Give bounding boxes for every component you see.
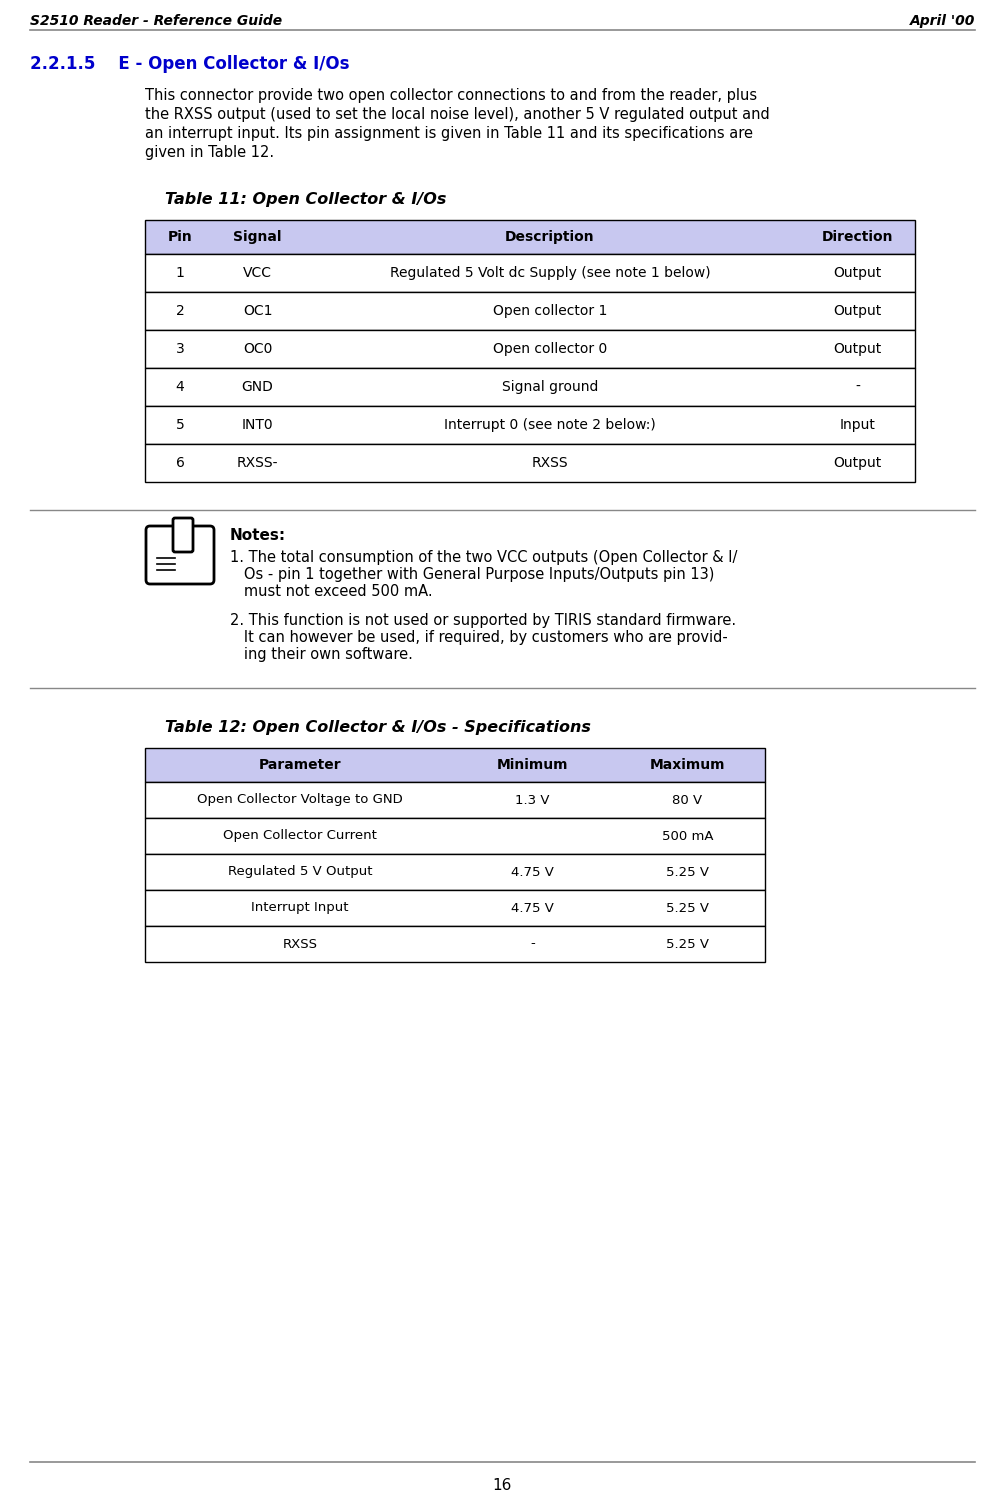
Bar	[145, 445, 915, 482]
Bar	[145, 292, 915, 330]
Text: Description: Description	[506, 230, 595, 245]
Bar	[145, 891, 765, 927]
Text: 16: 16	[492, 1479, 512, 1492]
Bar	[145, 254, 915, 292]
Text: -: -	[530, 937, 535, 950]
Text: given in Table 12.: given in Table 12.	[145, 145, 274, 160]
Text: Minimum: Minimum	[496, 758, 568, 771]
Text: an interrupt input. Its pin assignment is given in Table 11 and its specificatio: an interrupt input. Its pin assignment i…	[145, 125, 753, 142]
Text: 4: 4	[176, 380, 184, 394]
Text: Pin: Pin	[168, 230, 192, 245]
Bar	[145, 747, 765, 782]
Text: 5.25 V: 5.25 V	[666, 937, 709, 950]
Bar	[145, 853, 765, 891]
Text: 4.75 V: 4.75 V	[512, 901, 554, 915]
Text: It can however be used, if required, by customers who are provid-: It can however be used, if required, by …	[230, 630, 728, 645]
Text: Open collector 0: Open collector 0	[492, 342, 607, 357]
Text: 80 V: 80 V	[672, 794, 702, 807]
Text: 500 mA: 500 mA	[661, 830, 714, 843]
Text: Output: Output	[833, 266, 881, 280]
Text: Input: Input	[839, 418, 875, 433]
Text: 5.25 V: 5.25 V	[666, 865, 709, 879]
Text: 5: 5	[176, 418, 184, 433]
Text: April '00: April '00	[910, 13, 975, 28]
Text: 3: 3	[176, 342, 184, 357]
Text: 1. The total consumption of the two VCC outputs (Open Collector & I/: 1. The total consumption of the two VCC …	[230, 551, 738, 565]
Text: Maximum: Maximum	[650, 758, 726, 771]
Text: Output: Output	[833, 457, 881, 470]
Text: Os - pin 1 together with General Purpose Inputs/Outputs pin 13): Os - pin 1 together with General Purpose…	[230, 567, 715, 582]
Text: must not exceed 500 mA.: must not exceed 500 mA.	[230, 583, 432, 598]
Bar	[145, 406, 915, 445]
Bar	[145, 330, 915, 369]
Text: 2. This function is not used or supported by TIRIS standard firmware.: 2. This function is not used or supporte…	[230, 613, 736, 628]
Text: Notes:: Notes:	[230, 528, 286, 543]
Text: OC0: OC0	[243, 342, 272, 357]
Text: GND: GND	[241, 380, 273, 394]
Text: 5.25 V: 5.25 V	[666, 901, 709, 915]
Text: Interrupt 0 (see note 2 below:): Interrupt 0 (see note 2 below:)	[444, 418, 656, 433]
Bar	[145, 818, 765, 853]
Text: 1: 1	[176, 266, 185, 280]
Text: Direction: Direction	[822, 230, 893, 245]
Text: RXSS: RXSS	[282, 937, 318, 950]
Text: Signal ground: Signal ground	[501, 380, 598, 394]
Text: Output: Output	[833, 304, 881, 318]
Text: 4.75 V: 4.75 V	[512, 865, 554, 879]
Bar	[145, 927, 765, 962]
Text: 2: 2	[176, 304, 184, 318]
Text: Open collector 1: Open collector 1	[492, 304, 607, 318]
FancyBboxPatch shape	[173, 518, 193, 552]
Text: OC1: OC1	[243, 304, 272, 318]
Text: the RXSS output (used to set the local noise level), another 5 V regulated outpu: the RXSS output (used to set the local n…	[145, 107, 770, 122]
Text: Interrupt Input: Interrupt Input	[251, 901, 349, 915]
Bar	[145, 369, 915, 406]
Text: 1.3 V: 1.3 V	[516, 794, 550, 807]
Text: Parameter: Parameter	[258, 758, 342, 771]
FancyBboxPatch shape	[146, 527, 214, 583]
Text: Open Collector Current: Open Collector Current	[223, 830, 377, 843]
Text: Table 12: Open Collector & I/Os - Specifications: Table 12: Open Collector & I/Os - Specif…	[165, 721, 591, 736]
Text: VCC: VCC	[243, 266, 272, 280]
Text: Regulated 5 V Output: Regulated 5 V Output	[228, 865, 372, 879]
Bar	[145, 219, 915, 254]
Text: S2510 Reader - Reference Guide: S2510 Reader - Reference Guide	[30, 13, 282, 28]
Text: Regulated 5 Volt dc Supply (see note 1 below): Regulated 5 Volt dc Supply (see note 1 b…	[390, 266, 711, 280]
Text: INT0: INT0	[241, 418, 273, 433]
Text: RXSS-: RXSS-	[237, 457, 278, 470]
Text: Open Collector Voltage to GND: Open Collector Voltage to GND	[197, 794, 403, 807]
Text: Table 11: Open Collector & I/Os: Table 11: Open Collector & I/Os	[165, 192, 446, 207]
Text: 6: 6	[176, 457, 185, 470]
Text: Output: Output	[833, 342, 881, 357]
Text: Signal: Signal	[233, 230, 281, 245]
Text: RXSS: RXSS	[532, 457, 568, 470]
Text: -: -	[855, 380, 860, 394]
Text: 2.2.1.5    E - Open Collector & I/Os: 2.2.1.5 E - Open Collector & I/Os	[30, 55, 350, 73]
Bar	[145, 782, 765, 818]
Text: This connector provide two open collector connections to and from the reader, pl: This connector provide two open collecto…	[145, 88, 757, 103]
Text: ing their own software.: ing their own software.	[230, 648, 413, 662]
